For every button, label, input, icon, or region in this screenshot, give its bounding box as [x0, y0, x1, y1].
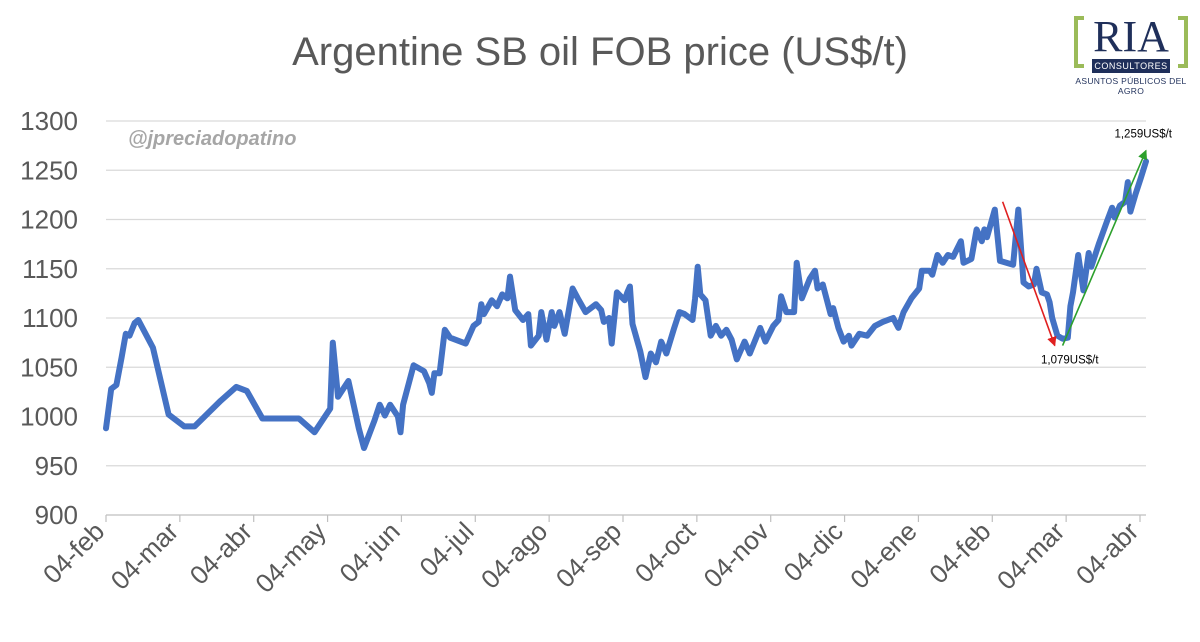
- annotation-high: 1,259US$/t: [1114, 128, 1172, 140]
- x-tick-label: 04-feb: [923, 516, 996, 589]
- x-tick-label: 04-jun: [333, 516, 405, 588]
- y-tick-label: 950: [35, 451, 78, 481]
- series-line: [103, 158, 1149, 451]
- y-tick-label: 1250: [20, 155, 78, 185]
- watermark-handle: @jpreciadopatino: [128, 128, 297, 150]
- y-tick-label: 1150: [22, 254, 78, 284]
- x-tick-label: 04-nov: [698, 516, 775, 593]
- logo-subtitle: ASUNTOS PÚBLICOS DEL AGRO: [1075, 76, 1187, 96]
- y-tick-label: 1050: [20, 352, 78, 382]
- x-tick-label: 04-mar: [991, 516, 1071, 596]
- ria-logo: RIA CONSULTORES ASUNTOS PÚBLICOS DEL AGR…: [1068, 12, 1194, 96]
- y-tick-label: 900: [35, 500, 78, 530]
- x-tick-label: 04-oct: [629, 515, 702, 588]
- y-tick-label: 1300: [20, 106, 78, 136]
- logo-tagline: CONSULTORES: [1092, 59, 1170, 73]
- x-tick-label: 04-ene: [844, 516, 922, 594]
- x-tick-label: 04-ago: [475, 516, 553, 594]
- x-tick-label: 04-dic: [778, 516, 849, 587]
- y-tick-label: 1100: [22, 303, 78, 333]
- trend-arrow-up: [1061, 149, 1148, 346]
- y-tick-label: 1000: [20, 402, 78, 432]
- annotation-low: 1,079US$/t: [1041, 355, 1099, 367]
- x-tick-label: 04-may: [249, 516, 332, 599]
- logo-bracket-right: [1178, 16, 1188, 68]
- logo-bracket-left: [1074, 16, 1084, 68]
- x-tick-label: 04-mar: [105, 516, 185, 596]
- x-tick-label: 04-sep: [550, 516, 627, 593]
- chart-title: Argentine SB oil FOB price (US$/t): [292, 30, 908, 74]
- x-tick-label: 04-jul: [413, 516, 479, 582]
- x-tick-label: 04-abr: [184, 516, 259, 591]
- x-tick-label: 04-abr: [1070, 516, 1145, 591]
- y-tick-label: 1200: [20, 205, 78, 235]
- logo-wordmark: RIA: [1093, 12, 1169, 61]
- trend-arrow-down: [1001, 201, 1057, 347]
